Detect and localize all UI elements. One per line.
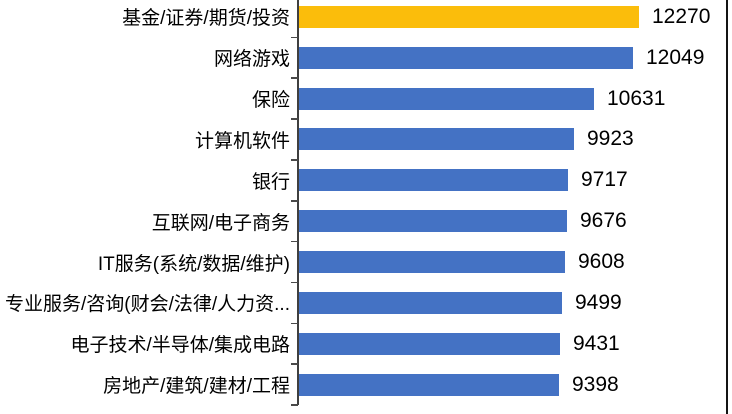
bar [299, 251, 565, 274]
bar-row: 网络游戏 12049 [0, 37, 732, 78]
axis-tick [291, 77, 298, 79]
bar-row: 房地产/建筑/建材/工程 9398 [0, 364, 732, 405]
category-label: IT服务(系统/数据/维护) [97, 253, 290, 275]
category-label: 专业服务/咨询(财会/法律/人力资... [4, 294, 290, 316]
bar [299, 210, 567, 233]
bar-row: 银行 9717 [0, 160, 732, 201]
value-label: 9923 [587, 127, 634, 151]
axis-tick [291, 159, 298, 161]
axis-tick [291, 404, 298, 406]
category-label: 基金/证券/期货/投资 [122, 8, 290, 30]
bar-row: 电子技术/半导体/集成电路 9431 [0, 323, 732, 364]
value-label: 9398 [572, 372, 619, 396]
value-label: 12049 [646, 45, 705, 69]
category-label: 电子技术/半导体/集成电路 [70, 335, 290, 357]
category-label: 保险 [251, 90, 290, 112]
category-label: 房地产/建筑/建材/工程 [103, 376, 290, 398]
bar [299, 5, 639, 28]
bar [299, 128, 574, 151]
axis-tick [291, 281, 298, 284]
value-label: 9676 [580, 209, 627, 233]
value-label: 9431 [573, 331, 620, 355]
bar-row: 专业服务/咨询(财会/法律/人力资... 9499 [0, 282, 732, 323]
value-label: 9608 [578, 250, 625, 274]
category-label: 计算机软件 [194, 130, 290, 152]
bar [299, 169, 568, 192]
y-axis-line [297, 0, 299, 405]
value-label: 10631 [607, 86, 666, 110]
category-label: 网络游戏 [213, 49, 290, 71]
bar [299, 46, 633, 69]
bar [299, 332, 560, 355]
bar-row: 互联网/电子商务 9676 [0, 201, 732, 242]
bar-row: 计算机软件 9923 [0, 119, 732, 160]
axis-tick [291, 200, 298, 202]
right-border-line [726, 0, 728, 414]
value-label: 9499 [575, 290, 622, 314]
category-label: 银行 [251, 171, 290, 193]
category-label: 互联网/电子商务 [151, 212, 290, 234]
bar-row: 基金/证券/期货/投资 12270 [0, 0, 732, 37]
bar [299, 291, 562, 314]
axis-tick [291, 363, 298, 365]
axis-tick [291, 322, 298, 325]
bar-row: IT服务(系统/数据/维护) 9608 [0, 242, 732, 283]
axis-tick [291, 36, 298, 39]
axis-tick [291, 240, 298, 243]
value-label: 12270 [652, 4, 711, 28]
bar-row: 保险 10631 [0, 78, 732, 119]
bar [299, 373, 559, 396]
value-label: 9717 [581, 168, 628, 192]
bar [299, 87, 594, 110]
axis-tick [291, 118, 298, 120]
